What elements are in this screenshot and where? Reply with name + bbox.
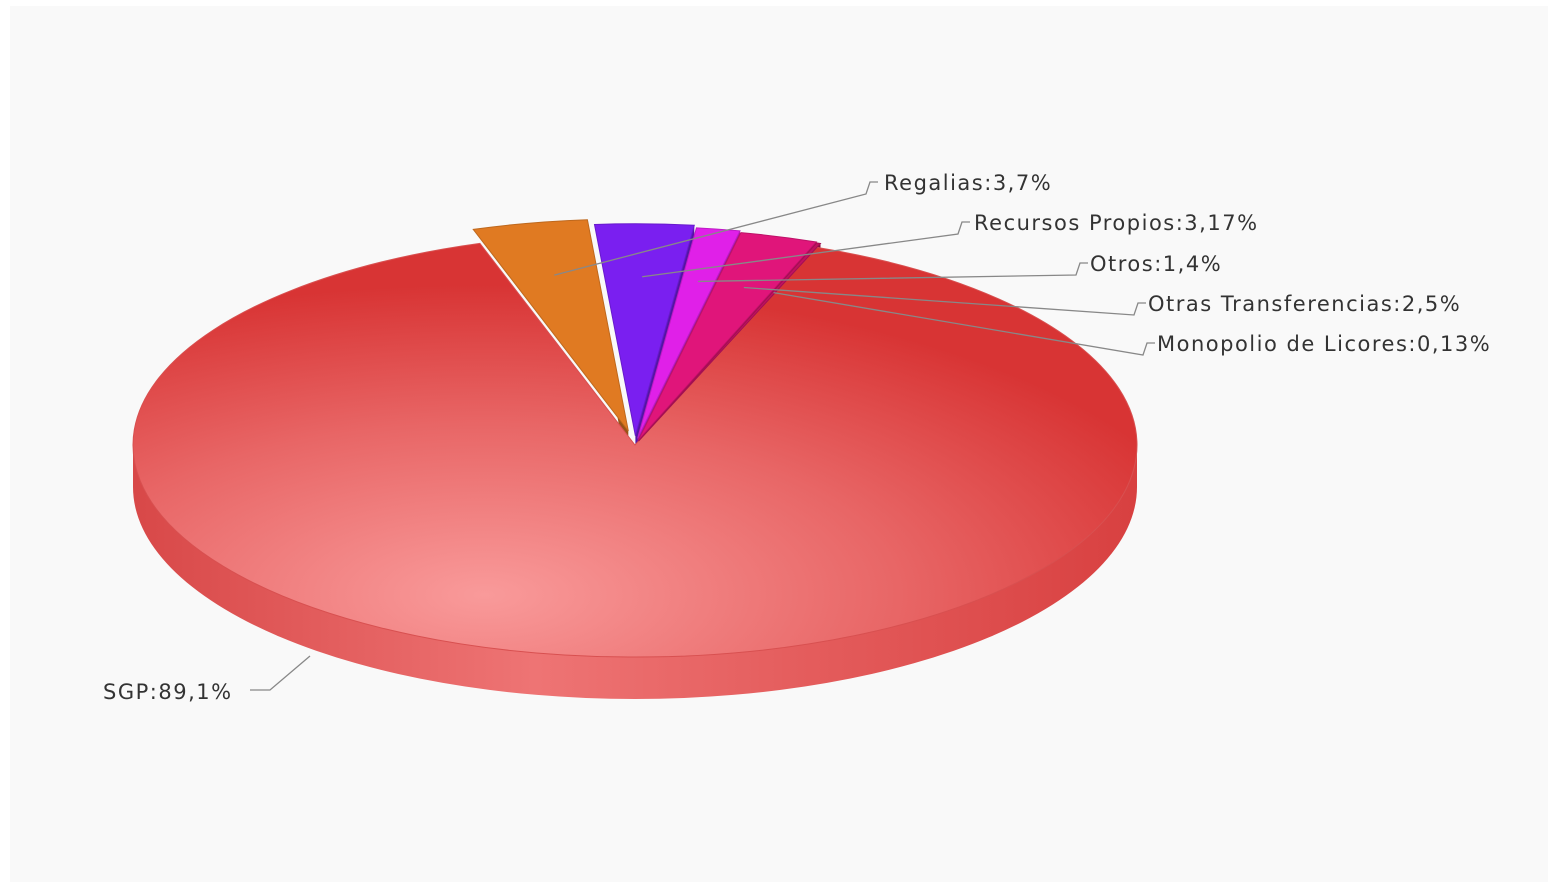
slice-label-regalias: Regalias:3,7% xyxy=(884,171,1052,195)
pie-slice-recursos-propios[interactable] xyxy=(593,223,695,436)
pie-side-sgp xyxy=(133,445,1137,699)
leader-line-recursos-propios xyxy=(642,221,970,278)
slice-label-otros: Otros:1,4% xyxy=(1090,252,1222,276)
pie-slice-sgp[interactable] xyxy=(132,242,1138,658)
slice-label-otras-transferencias: Otras Transferencias:2,5% xyxy=(1148,292,1461,316)
pie-leaders xyxy=(250,181,1155,691)
leader-line-sgp xyxy=(250,655,311,691)
pie-slice-otras-transferencias[interactable] xyxy=(637,232,818,441)
pie-tops xyxy=(132,219,1138,658)
slice-label-sgp: SGP:89,1% xyxy=(103,680,233,704)
leader-line-monopolio-de-licores xyxy=(773,292,1155,356)
leader-line-otras-transferencias xyxy=(743,286,1146,316)
pie-labels: SGP:89,1% Regalias:3,7% Recursos Propios:3… xyxy=(103,171,1491,704)
leader-line-regalias xyxy=(554,181,878,276)
pie-slice-otros[interactable] xyxy=(637,227,741,439)
slice-label-recursos-propios: Recursos Propios:3,17% xyxy=(974,211,1259,235)
slice-label-monopolio-de-licores: Monopolio de Licores:0,13% xyxy=(1157,332,1491,356)
leader-line-otros xyxy=(698,262,1088,283)
pie-slice-regalias[interactable] xyxy=(472,219,629,432)
